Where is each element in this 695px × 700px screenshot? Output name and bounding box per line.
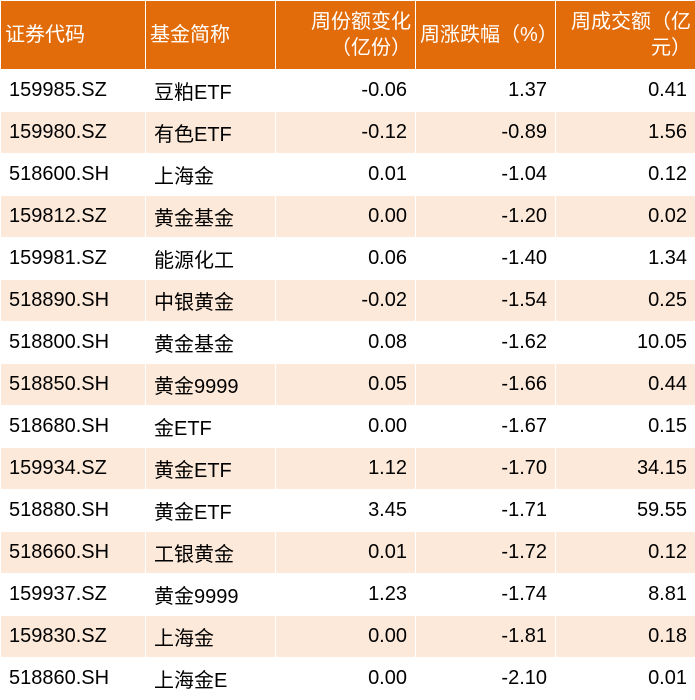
cell-share: 0.00 (276, 658, 416, 700)
cell-change: -2.10 (416, 658, 556, 700)
header-change: 周涨跌幅（%） (416, 1, 556, 70)
cell-name: 上海金 (146, 154, 276, 196)
cell-share: -0.06 (276, 70, 416, 112)
table-row: 518680.SH金ETF0.00-1.670.15 (1, 406, 695, 448)
cell-code: 518600.SH (1, 154, 146, 196)
cell-share: 0.08 (276, 322, 416, 364)
cell-share: 0.01 (276, 532, 416, 574)
table-row: 159981.SZ能源化工0.06-1.401.34 (1, 238, 695, 280)
cell-share: 0.00 (276, 406, 416, 448)
cell-change: -1.20 (416, 196, 556, 238)
table-row: 518880.SH黄金ETF3.45-1.7159.55 (1, 490, 695, 532)
cell-share: 0.05 (276, 364, 416, 406)
cell-code: 159980.SZ (1, 112, 146, 154)
cell-change: 1.37 (416, 70, 556, 112)
cell-volume: 59.55 (556, 490, 695, 532)
table-row: 518850.SH黄金99990.05-1.660.44 (1, 364, 695, 406)
table-body: 159985.SZ豆粕ETF-0.061.370.41159980.SZ有色ET… (1, 70, 695, 700)
cell-code: 159812.SZ (1, 196, 146, 238)
cell-volume: 0.41 (556, 70, 695, 112)
cell-change: -1.72 (416, 532, 556, 574)
fund-table: 证券代码 基金简称 周份额变化（亿份） 周涨跌幅（%） 周成交额（亿元） 159… (0, 0, 695, 700)
cell-code: 159937.SZ (1, 574, 146, 616)
cell-volume: 0.12 (556, 532, 695, 574)
cell-code: 518800.SH (1, 322, 146, 364)
cell-share: 0.01 (276, 154, 416, 196)
cell-change: -1.54 (416, 280, 556, 322)
cell-change: -1.81 (416, 616, 556, 658)
cell-name: 黄金基金 (146, 322, 276, 364)
table-row: 159812.SZ黄金基金0.00-1.200.02 (1, 196, 695, 238)
cell-change: -1.71 (416, 490, 556, 532)
cell-volume: 0.12 (556, 154, 695, 196)
cell-share: 0.00 (276, 196, 416, 238)
cell-volume: 8.81 (556, 574, 695, 616)
cell-code: 159985.SZ (1, 70, 146, 112)
table-row: 159985.SZ豆粕ETF-0.061.370.41 (1, 70, 695, 112)
cell-name: 豆粕ETF (146, 70, 276, 112)
cell-name: 有色ETF (146, 112, 276, 154)
cell-name: 上海金 (146, 616, 276, 658)
cell-name: 黄金9999 (146, 574, 276, 616)
table-row: 518890.SH中银黄金-0.02-1.540.25 (1, 280, 695, 322)
cell-change: -1.67 (416, 406, 556, 448)
cell-volume: 0.44 (556, 364, 695, 406)
table-row: 159934.SZ黄金ETF1.12-1.7034.15 (1, 448, 695, 490)
cell-change: -1.40 (416, 238, 556, 280)
table-row: 159980.SZ有色ETF-0.12-0.891.56 (1, 112, 695, 154)
cell-name: 金ETF (146, 406, 276, 448)
cell-code: 518880.SH (1, 490, 146, 532)
table-row: 159937.SZ黄金99991.23-1.748.81 (1, 574, 695, 616)
cell-change: -1.70 (416, 448, 556, 490)
cell-share: 0.00 (276, 616, 416, 658)
table-row: 518600.SH上海金0.01-1.040.12 (1, 154, 695, 196)
cell-code: 518680.SH (1, 406, 146, 448)
table-row: 518800.SH黄金基金0.08-1.6210.05 (1, 322, 695, 364)
header-volume: 周成交额（亿元） (556, 1, 695, 70)
cell-name: 工银黄金 (146, 532, 276, 574)
cell-volume: 1.56 (556, 112, 695, 154)
cell-change: -0.89 (416, 112, 556, 154)
cell-share: 1.23 (276, 574, 416, 616)
header-name: 基金简称 (146, 1, 276, 70)
cell-share: 0.06 (276, 238, 416, 280)
cell-name: 黄金ETF (146, 448, 276, 490)
cell-name: 黄金9999 (146, 364, 276, 406)
cell-code: 518860.SH (1, 658, 146, 700)
header-share: 周份额变化（亿份） (276, 1, 416, 70)
table-row: 518660.SH工银黄金0.01-1.720.12 (1, 532, 695, 574)
cell-name: 上海金E (146, 658, 276, 700)
cell-share: 3.45 (276, 490, 416, 532)
cell-volume: 10.05 (556, 322, 695, 364)
cell-volume: 0.15 (556, 406, 695, 448)
cell-volume: 0.01 (556, 658, 695, 700)
header-code: 证券代码 (1, 1, 146, 70)
cell-change: -1.74 (416, 574, 556, 616)
cell-code: 159934.SZ (1, 448, 146, 490)
cell-share: -0.02 (276, 280, 416, 322)
cell-name: 黄金基金 (146, 196, 276, 238)
cell-code: 518660.SH (1, 532, 146, 574)
cell-code: 518890.SH (1, 280, 146, 322)
cell-change: -1.66 (416, 364, 556, 406)
cell-change: -1.04 (416, 154, 556, 196)
cell-change: -1.62 (416, 322, 556, 364)
cell-volume: 1.34 (556, 238, 695, 280)
cell-volume: 0.18 (556, 616, 695, 658)
table-row: 159830.SZ上海金0.00-1.810.18 (1, 616, 695, 658)
cell-code: 518850.SH (1, 364, 146, 406)
table-row: 518860.SH上海金E0.00-2.100.01 (1, 658, 695, 700)
cell-volume: 34.15 (556, 448, 695, 490)
table-header-row: 证券代码 基金简称 周份额变化（亿份） 周涨跌幅（%） 周成交额（亿元） (1, 1, 695, 70)
cell-name: 中银黄金 (146, 280, 276, 322)
cell-name: 能源化工 (146, 238, 276, 280)
cell-code: 159981.SZ (1, 238, 146, 280)
cell-volume: 0.25 (556, 280, 695, 322)
cell-name: 黄金ETF (146, 490, 276, 532)
cell-volume: 0.02 (556, 196, 695, 238)
cell-code: 159830.SZ (1, 616, 146, 658)
cell-share: 1.12 (276, 448, 416, 490)
cell-share: -0.12 (276, 112, 416, 154)
